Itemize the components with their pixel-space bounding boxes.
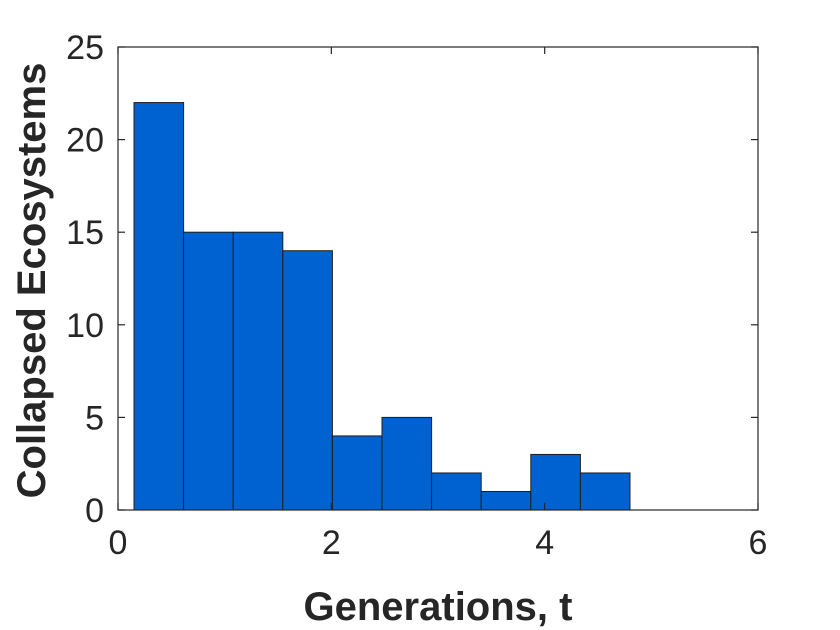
y-axis-label: Collapsed Ecosystems xyxy=(10,63,54,499)
x-tick-label: 4 xyxy=(535,524,554,562)
histogram-bar xyxy=(331,435,383,511)
y-tick-label: 10 xyxy=(66,307,104,345)
bars-group xyxy=(133,102,631,511)
histogram-bar xyxy=(282,250,333,511)
histogram-bar xyxy=(579,472,631,511)
histogram-bar xyxy=(431,472,482,511)
y-tick-label: 15 xyxy=(66,214,104,252)
histogram-bar xyxy=(480,490,532,511)
y-tick-label: 25 xyxy=(66,29,104,67)
y-ticks: 0 5 10 15 20 25 xyxy=(66,29,758,530)
y-tick-label: 0 xyxy=(85,492,104,530)
histogram-bar xyxy=(232,231,284,511)
histogram-bar xyxy=(381,416,433,511)
histogram-bar xyxy=(133,102,185,511)
y-tick-label: 5 xyxy=(85,399,104,437)
x-axis-label: Generations, t xyxy=(304,585,573,629)
axes-box xyxy=(117,46,759,511)
x-ticks: 0 2 4 6 xyxy=(109,47,768,562)
x-tick-label: 6 xyxy=(749,524,768,562)
histogram-bar xyxy=(530,453,581,511)
histogram-bar xyxy=(183,231,234,511)
x-tick-label: 2 xyxy=(322,524,341,562)
x-tick-label: 0 xyxy=(109,524,128,562)
y-tick-label: 20 xyxy=(66,122,104,160)
